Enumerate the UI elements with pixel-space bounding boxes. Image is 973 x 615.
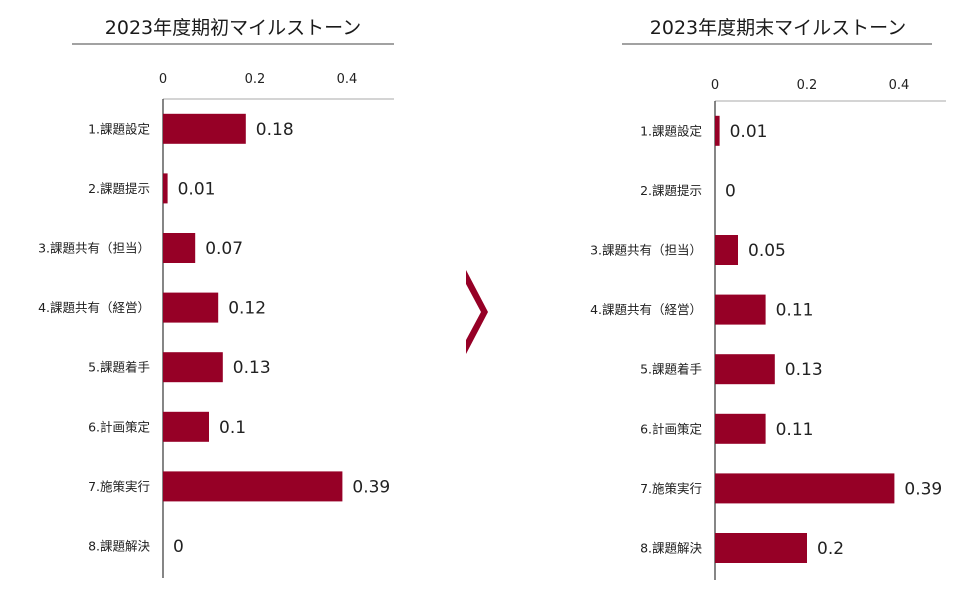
data-label: 0.39 [904,479,942,499]
data-label: 0.05 [748,241,786,261]
x-tick-label: 0 [711,78,719,93]
category-label: 7.施策実行 [640,481,702,496]
x-tick-label: 0.4 [337,72,358,87]
category-label: 8.課題解決 [640,541,702,556]
category-label: 6.計画策定 [88,419,150,434]
data-label: 0 [173,537,184,557]
bar [163,352,223,383]
category-label: 8.課題解決 [88,539,150,554]
chart-title: 2023年度期初マイルストーン [105,17,361,39]
data-label: 0.39 [352,477,390,497]
data-label: 0.11 [776,420,814,440]
data-label: 0.13 [785,360,823,380]
bar [163,411,209,442]
right-triangle-arrow-icon [466,270,488,354]
category-label: 1.課題設定 [640,123,702,138]
bar [715,115,720,146]
category-label: 5.課題着手 [88,360,150,375]
category-label: 4.課題共有（経営） [590,302,702,317]
bar [715,354,775,385]
bar [715,413,766,444]
bar [715,294,766,325]
x-tick-label: 0.2 [245,72,266,87]
data-label: 0.2 [817,539,844,559]
category-label: 7.施策実行 [88,479,150,494]
chart-end-of-year: 2023年度期末マイルストーン 0 0.2 0.4 1.課題設定 2.課題提示 3.課題… [590,17,946,580]
bar [715,235,738,265]
data-label: 0.1 [219,418,246,438]
category-label: 3.課題共有（担当） [38,241,150,256]
bar [163,173,168,204]
category-label: 5.課題着手 [640,362,702,377]
bar [163,471,343,502]
bar [163,233,196,263]
data-label: 0.01 [730,122,768,142]
bar [163,292,219,323]
category-label: 1.課題設定 [88,121,150,136]
data-label: 0.11 [776,301,814,321]
data-label: 0 [725,181,736,201]
bar [163,113,246,144]
data-label: 0.01 [178,179,216,199]
x-tick-label: 0.2 [797,78,818,93]
data-label: 0.18 [256,120,294,140]
data-label: 0.07 [205,239,243,259]
data-label: 0.12 [228,299,266,319]
category-label: 2.課題提示 [640,183,702,198]
chart-title: 2023年度期末マイルストーン [650,17,906,39]
bar [715,473,895,504]
x-tick-label: 0.4 [889,78,910,93]
chart-start-of-year: 2023年度期初マイルストーン 0 0.2 0.4 1.課題設定 2.課題提示 3.課題… [38,17,394,578]
bar [715,533,807,563]
data-label: 0.13 [233,358,271,378]
x-tick-label: 0 [159,72,167,87]
category-label: 4.課題共有（経営） [38,300,150,315]
category-label: 6.計画策定 [640,421,702,436]
category-label: 3.課題共有（担当） [590,243,702,258]
category-label: 2.課題提示 [88,181,150,196]
